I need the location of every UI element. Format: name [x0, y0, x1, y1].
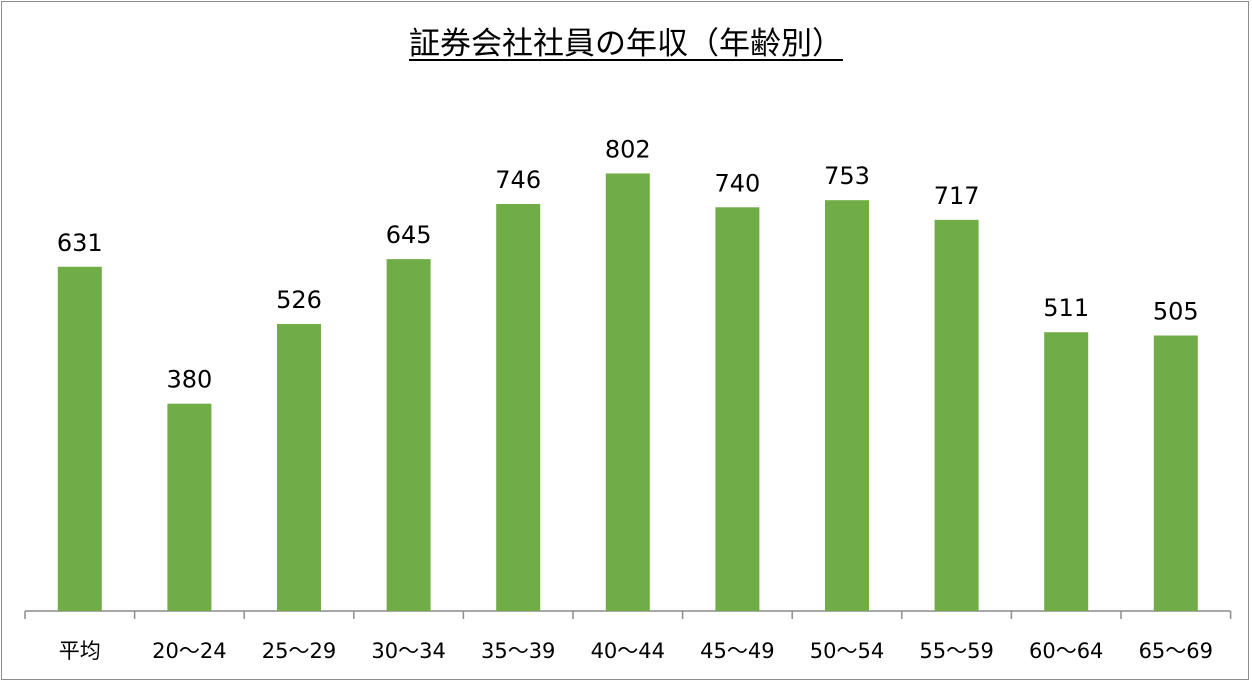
chart-title: 証券会社社員の年収（年齢別） [0, 18, 1252, 63]
x-tick-label-3: 30〜34 [371, 639, 445, 663]
bar-8 [934, 219, 979, 611]
data-label-0: 631 [57, 229, 103, 257]
x-tick-label-4: 35〜39 [481, 639, 555, 663]
bar-10 [1153, 335, 1198, 611]
data-label-2: 526 [276, 286, 322, 314]
x-tick-label-0: 平均 [59, 639, 101, 663]
data-label-4: 746 [495, 166, 541, 194]
bar-7 [825, 200, 869, 612]
bar-3 [386, 259, 431, 611]
data-label-5: 802 [605, 135, 651, 163]
x-tick-label-5: 40〜44 [591, 639, 665, 663]
bar-1 [167, 403, 212, 611]
data-label-9: 511 [1043, 294, 1089, 322]
data-label-3: 645 [386, 221, 432, 249]
data-label-6: 740 [714, 169, 760, 197]
bar-0 [57, 266, 102, 611]
x-tick-label-1: 20〜24 [152, 639, 226, 663]
bar-2 [277, 324, 321, 611]
data-label-7: 753 [824, 162, 870, 190]
x-tick-label-8: 55〜59 [919, 639, 993, 663]
x-tick-label-10: 65〜69 [1139, 639, 1213, 663]
x-tick-label-9: 60〜64 [1029, 639, 1103, 663]
bar-6 [715, 207, 760, 612]
bar-9 [1044, 332, 1089, 611]
data-label-10: 505 [1153, 297, 1199, 325]
data-label-1: 380 [166, 366, 212, 394]
x-tick-label-6: 45〜49 [700, 639, 774, 663]
x-tick-label-7: 50〜54 [810, 639, 884, 663]
bar-5 [605, 173, 650, 611]
x-tick-label-2: 25〜29 [262, 639, 336, 663]
chart-title-text: 証券会社社員の年収（年齢別） [409, 26, 843, 62]
data-label-8: 717 [934, 182, 980, 210]
bar-4 [496, 204, 541, 611]
